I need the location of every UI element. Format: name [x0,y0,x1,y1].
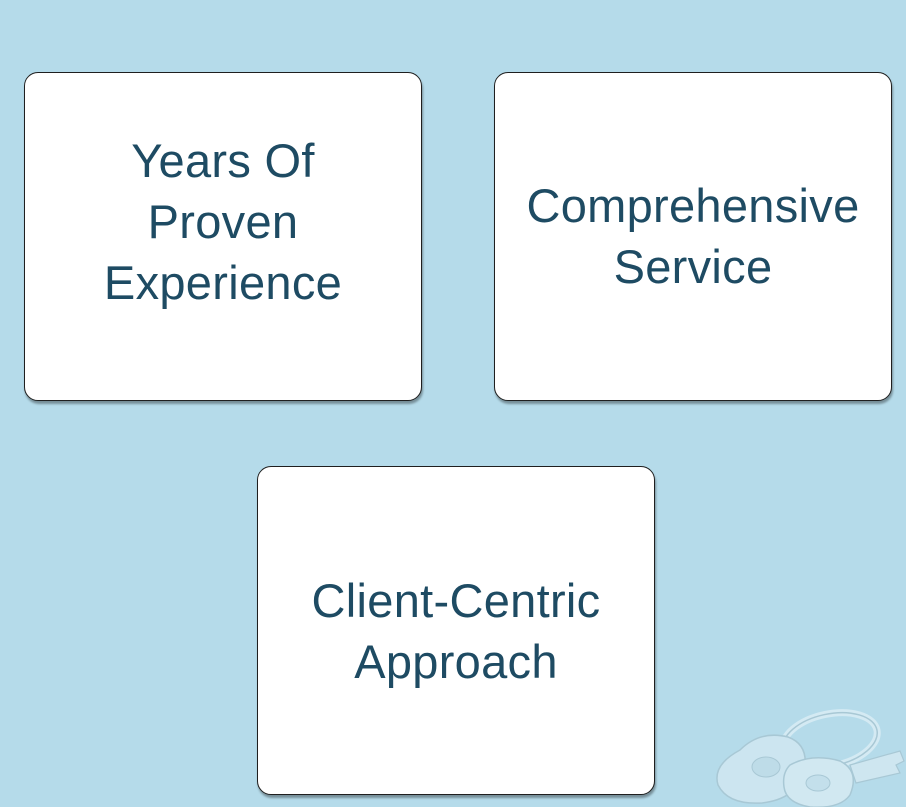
card-label: Comprehensive Service [526,178,860,293]
card-label: Client-Centric Approach [311,573,601,688]
keys-icon [700,695,906,807]
card-comprehensive-service[interactable]: Comprehensive Service [494,72,892,401]
card-years-of-proven-experience[interactable]: Years Of Proven Experience [24,72,422,401]
card-client-centric-approach[interactable]: Client-Centric Approach [257,466,655,795]
card-label: Years Of Proven Experience [103,134,343,309]
